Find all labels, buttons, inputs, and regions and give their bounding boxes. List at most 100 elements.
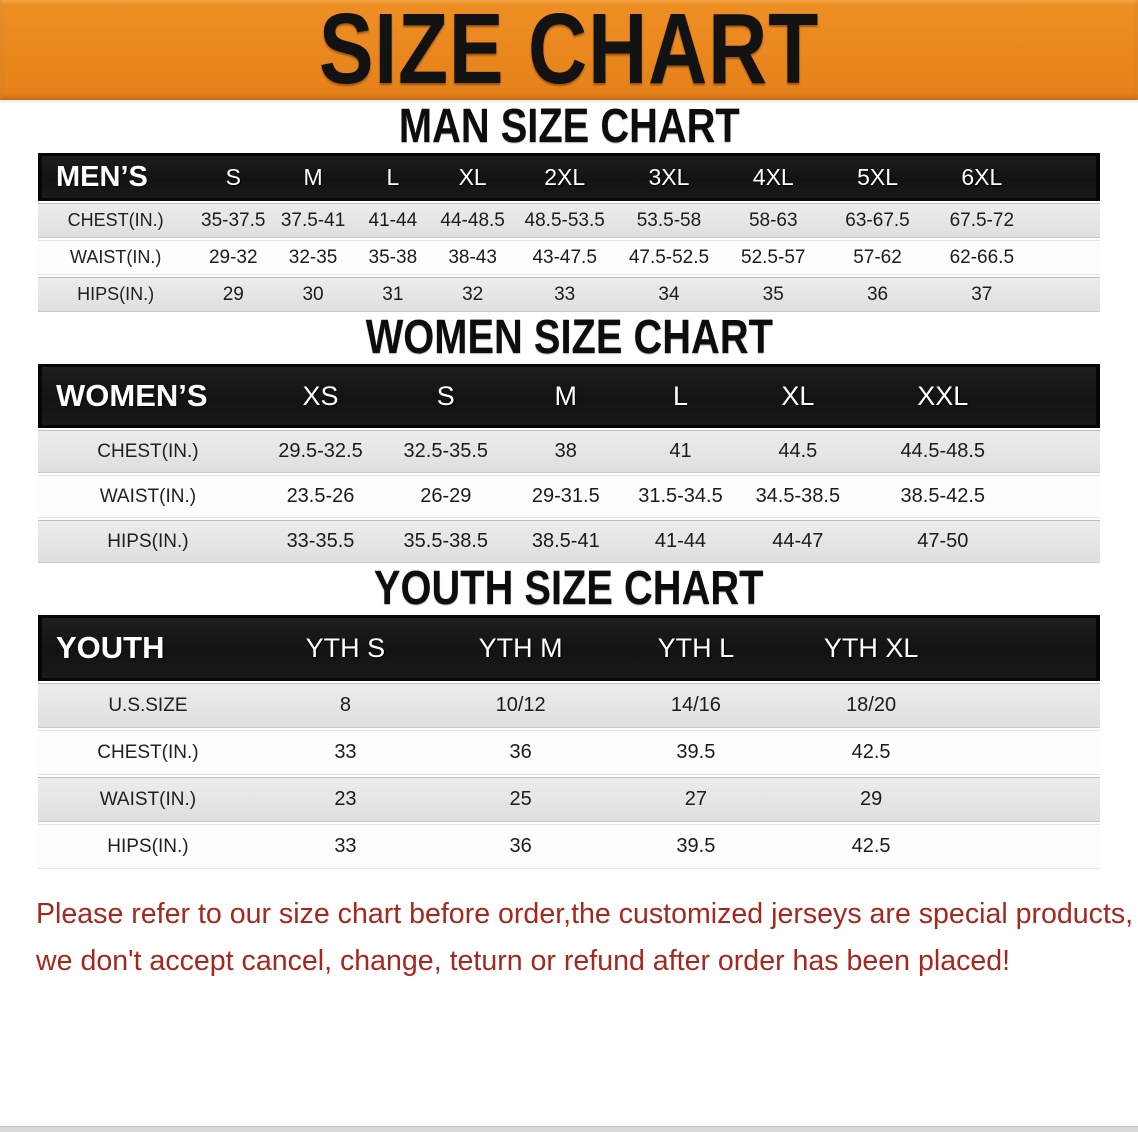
size-value: 39.5 (608, 730, 784, 775)
filler-cell (958, 824, 1100, 869)
size-column-header: XS (257, 364, 384, 428)
size-value: 47.5-52.5 (616, 240, 722, 275)
size-value: 10/12 (433, 683, 609, 728)
banner-title: SIZE CHART (318, 0, 820, 105)
measurement-label: HIPS(IN.) (38, 824, 258, 869)
size-value: 47-50 (857, 520, 1028, 563)
size-column-header: 2XL (512, 153, 617, 201)
size-value: 8 (257, 683, 434, 728)
measurement-row: CHEST(IN.) 35-37.5 37.5-41 41-44 44-48.5 48.5… (38, 203, 1100, 238)
mens-size-table: MEN’S S M L XL 2XL 3XL 4XL 5XL 6XL CHEST(IN.) 35-37… (38, 151, 1100, 314)
size-value: 29 (783, 777, 959, 822)
measurement-row: WAIST(IN.) 23 25 27 29 (38, 777, 1100, 822)
filler-cell (958, 777, 1100, 822)
measurement-label: CHEST(IN.) (38, 203, 194, 238)
size-value: 29 (193, 277, 274, 312)
measurement-label: U.S.SIZE (38, 683, 258, 728)
size-value: 35 (721, 277, 826, 312)
mens-table-wrap: MEN’S S M L XL 2XL 3XL 4XL 5XL 6XL CHEST(IN.) 35-37… (0, 151, 1138, 314)
measurement-row: WAIST(IN.) 23.5-26 26-29 29-31.5 31.5-34.5 34… (38, 475, 1100, 518)
size-value: 35.5-38.5 (383, 520, 509, 563)
man-size-chart-heading: MAN SIZE CHART (0, 103, 1138, 151)
filler-cell (1033, 277, 1100, 312)
measurement-row: CHEST(IN.) 29.5-32.5 32.5-35.5 38 41 44.5 44.5… (38, 430, 1100, 473)
size-value: 32-35 (273, 240, 353, 275)
filler-cell (958, 615, 1100, 681)
filler-cell (1033, 240, 1100, 275)
size-value: 58-63 (721, 203, 826, 238)
man-size-chart-heading-text: MAN SIZE CHART (398, 100, 740, 153)
youth-table-wrap: YOUTH YTH S YTH M YTH L YTH XL U.S.SIZE 8 10/12… (0, 613, 1138, 871)
size-value: 36 (433, 824, 609, 869)
size-column-header: M (508, 364, 624, 428)
size-value: 41-44 (623, 520, 738, 563)
size-value: 23.5-26 (257, 475, 384, 518)
womens-table-wrap: WOMEN’S XS S M L XL XXL CHEST(IN.) 29.5-32.5 32.5… (0, 362, 1138, 565)
disclaimer-line-1: Please refer to our size chart before or… (36, 898, 1134, 930)
size-value: 39.5 (608, 824, 784, 869)
size-value: 41-44 (352, 203, 433, 238)
size-value: 32.5-35.5 (383, 430, 509, 473)
size-value: 18/20 (783, 683, 959, 728)
youth-size-chart-heading-text: YOUTH SIZE CHART (374, 562, 764, 615)
measurement-label: HIPS(IN.) (38, 277, 194, 312)
size-value: 33 (512, 277, 617, 312)
size-value: 63-67.5 (825, 203, 930, 238)
women-size-chart-heading: WOMEN SIZE CHART (0, 314, 1138, 362)
size-column-header: YTH L (608, 615, 784, 681)
size-value: 38.5-41 (508, 520, 624, 563)
size-value: 35-38 (352, 240, 433, 275)
size-column-header: L (623, 364, 738, 428)
size-header-row: WOMEN’S XS S M L XL XXL (38, 364, 1100, 428)
bottom-edge-strip (0, 1126, 1138, 1132)
size-value: 53.5-58 (616, 203, 722, 238)
size-value: 38.5-42.5 (857, 475, 1028, 518)
size-chart-banner: SIZE CHART (0, 0, 1138, 103)
measurement-label: WAIST(IN.) (38, 240, 194, 275)
filler-cell (958, 683, 1100, 728)
women-size-chart-heading-text: WOMEN SIZE CHART (365, 311, 773, 364)
size-column-header: YTH S (257, 615, 434, 681)
measurement-label: CHEST(IN.) (38, 730, 258, 775)
size-column-header: XXL (857, 364, 1028, 428)
size-value: 62-66.5 (929, 240, 1034, 275)
measurement-label: WAIST(IN.) (38, 777, 258, 822)
size-value: 38-43 (432, 240, 513, 275)
measurement-row: HIPS(IN.) 33-35.5 35.5-38.5 38.5-41 41-44 44-… (38, 520, 1100, 563)
filler-cell (1027, 520, 1100, 563)
filler-cell (1027, 364, 1100, 428)
measurement-row: HIPS(IN.) 33 36 39.5 42.5 (38, 824, 1100, 869)
size-value: 44-47 (737, 520, 858, 563)
size-value: 33-35.5 (257, 520, 384, 563)
size-column-header: 6XL (929, 153, 1034, 201)
measurement-row: HIPS(IN.) 29 30 31 32 33 34 35 36 37 (38, 277, 1100, 312)
size-header-row: MEN’S S M L XL 2XL 3XL 4XL 5XL 6XL (38, 153, 1100, 201)
disclaimer-line-2: we don't accept cancel, change, teturn o… (36, 945, 1011, 977)
corner-label: WOMEN’S (38, 364, 258, 428)
size-value: 37.5-41 (273, 203, 353, 238)
disclaimer-text: Please refer to our size chart before or… (0, 891, 1138, 985)
size-value: 34 (616, 277, 722, 312)
size-value: 33 (257, 730, 434, 775)
measurement-row: U.S.SIZE 8 10/12 14/16 18/20 (38, 683, 1100, 728)
filler-cell (958, 730, 1100, 775)
size-value: 23 (257, 777, 434, 822)
size-value: 48.5-53.5 (512, 203, 617, 238)
size-column-header: XL (737, 364, 858, 428)
size-value: 29.5-32.5 (257, 430, 384, 473)
size-value: 29-31.5 (508, 475, 624, 518)
corner-label: YOUTH (38, 615, 258, 681)
size-value: 36 (433, 730, 609, 775)
size-value: 33 (257, 824, 434, 869)
filler-cell (1027, 475, 1100, 518)
size-column-header: S (193, 153, 274, 201)
size-value: 26-29 (383, 475, 509, 518)
size-value: 32 (432, 277, 513, 312)
size-value: 14/16 (608, 683, 784, 728)
size-column-header: XL (432, 153, 513, 201)
measurement-label: CHEST(IN.) (38, 430, 258, 473)
womens-size-table: WOMEN’S XS S M L XL XXL CHEST(IN.) 29.5-32.5 32.5… (38, 362, 1100, 565)
size-value: 35-37.5 (193, 203, 274, 238)
corner-label: MEN’S (38, 153, 194, 201)
